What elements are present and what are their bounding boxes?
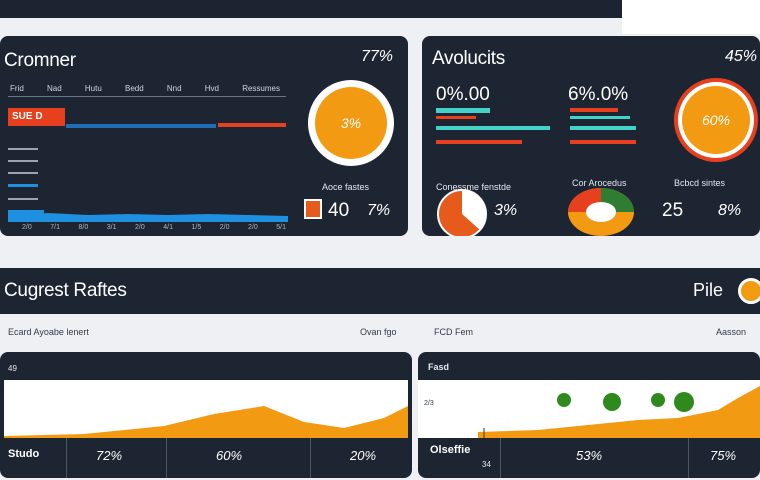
section-title: Cugrest Raftes [4,280,127,301]
kpi-number: 25 [662,200,684,221]
kpi-percentage: 8% [718,202,742,219]
footer-value: 53% [576,448,603,463]
stat-bar [570,126,636,130]
x-tick-label: 8/0 [78,224,89,231]
customer-panel-title: Cromner [4,50,76,71]
customer-column-headers: Frid Nad Hutu Bedd Nnd Hvd Ressumes [10,84,280,93]
list-line [8,160,38,162]
divider [500,438,501,478]
x-tick-label: 4/1 [163,224,173,231]
y-tick-label: 2/3 [424,400,434,407]
footer-label: Olseffie [430,444,471,456]
right-subtitle: FCD Fem [434,327,473,337]
footer-value: 75% [710,448,737,463]
top-bar [0,0,622,18]
status-dot-icon[interactable] [738,278,760,304]
pie-chart-2 [568,188,634,236]
column-header: Ressumes [242,84,280,93]
x-tick-label: 1/5 [191,224,202,231]
data-point[interactable] [557,393,571,407]
column-header: Frid [10,84,24,93]
progress-bar-blue [66,124,216,128]
footer-value: 60% [216,448,243,463]
column-header: Hvd [204,84,219,93]
stat-bar [570,116,630,119]
right-subtitle-right: Aasson [716,327,747,337]
blue-area-chart [8,213,288,222]
data-point[interactable] [651,393,665,407]
footer-value: 72% [96,448,123,463]
x-tick-label: 2/0 [22,224,32,231]
left-area-chart [4,406,408,438]
list-line [8,148,38,150]
x-tick-label: 2/0 [135,224,145,231]
kpi-label: Aoce fastes [322,182,370,192]
left-subtitle-right: Ovan fgo [360,327,397,337]
chart-title: Fasd [428,362,450,372]
kpi-label: Bcbcd sintes [674,178,726,188]
right-area-chart [478,386,760,438]
stat-bar [436,108,490,113]
footer-label: Studo [8,448,40,460]
column-header: Nad [46,84,62,93]
x-axis-labels: 2/0 7/1 8/0 3/1 2/0 4/1 1/5 2/0 2/0 5/1 [22,224,286,231]
donut-value: 3% [315,87,387,159]
status-tag[interactable]: SUE D [8,108,65,126]
customer-donut-chart: 3% [308,80,394,166]
pie-1-percentage: 3% [494,202,518,219]
list-line [8,172,38,174]
stat-value-1: 0%.00 [436,84,490,105]
list-line [8,184,38,187]
analytics-panel: Avolucits 45% 0%.00 6%.0% 60% Conessme f… [422,36,760,236]
header-divider [8,96,286,97]
y-tick-label: 49 [8,364,17,373]
divider [310,438,311,478]
x-tick-label: 7/1 [50,224,60,231]
stat-bar [570,140,636,144]
x-tick-label: 2/0 [248,224,258,231]
stat-bar [570,108,618,112]
stat-value-2: 6%.0% [568,84,629,105]
pie-chart-1 [437,189,487,236]
left-area-chart-panel: 49 Studo 72% 60% 20% [0,352,412,478]
kpi-percentage: 7% [367,202,391,219]
analytics-panel-percentage: 45% [725,48,758,65]
chart-footer: Studo 72% 60% 20% [0,438,412,478]
section-header: Cugrest Raftes Pile [0,268,760,314]
divider [688,438,689,478]
footer-value: 20% [350,448,377,463]
top-bar-blank [622,0,760,34]
stat-bar [436,140,522,144]
section-pile-label[interactable]: Pile [693,280,724,300]
x-tick-label: 5/1 [276,224,286,231]
chart-footer: Olseffie 34 53% 75% [418,438,760,478]
pie-label-1: Conessme fenstde [436,182,512,192]
kpi-marker [304,199,322,219]
analytics-panel-title: Avolucits [432,48,505,69]
list-line [8,198,38,200]
stat-bar [436,116,476,119]
column-header: Nnd [166,84,182,93]
divider [166,438,167,478]
customer-panel-percentage: 77% [361,48,394,65]
analytics-donut-chart: 60% [674,78,758,162]
list-line [8,210,44,216]
data-point[interactable] [603,393,621,411]
data-point[interactable] [674,392,694,412]
column-header: Hutu [84,84,102,93]
x-tick-label: 3/1 [106,224,117,231]
donut-ring: 60% [678,82,754,158]
stat-bar [436,126,550,130]
progress-bar-red [218,123,286,127]
divider [66,438,67,478]
column-header: Bedd [124,84,144,93]
donut-value: 60% [682,86,750,154]
pie-label-2: Cor Arocedus [572,178,627,188]
right-area-chart-panel: Fasd 2/3 Olseffie 34 53% 75% [418,352,760,478]
customer-panel: Cromner 77% Frid Nad Hutu Bedd Nnd Hvd R… [0,36,408,236]
kpi-number: 40 [328,200,350,221]
footer-sub-label: 34 [482,460,491,469]
left-subtitle: Ecard Ayoabe lenert [8,327,89,337]
x-tick-label: 2/0 [219,224,230,231]
